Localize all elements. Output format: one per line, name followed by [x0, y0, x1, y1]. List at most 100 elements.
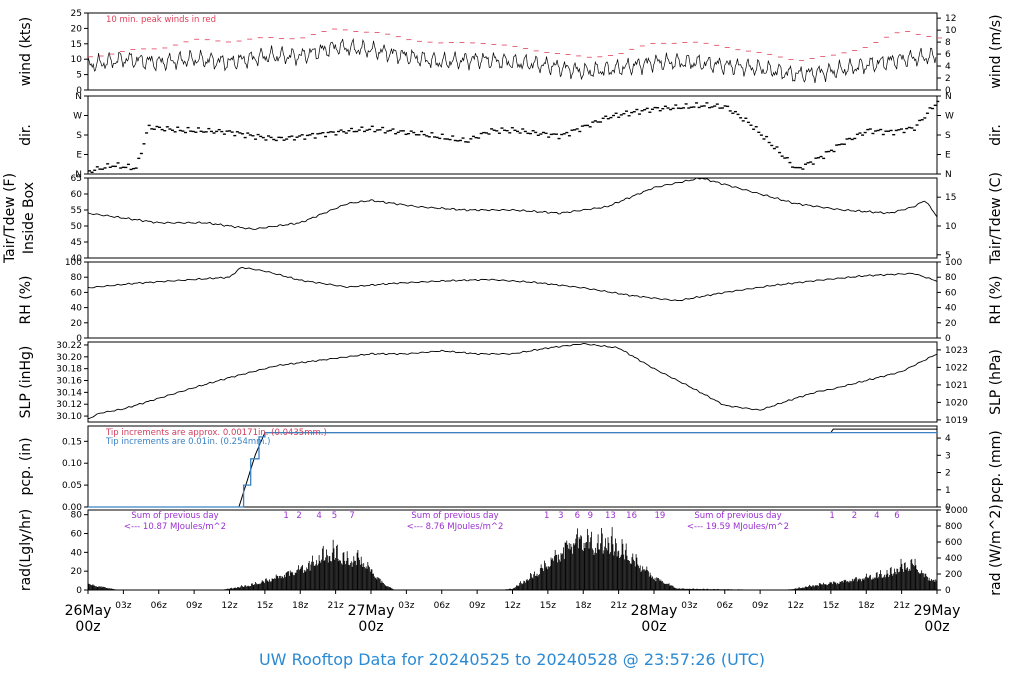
x-tick-label: 03z	[681, 601, 697, 611]
y-tick-label-left: 0	[76, 86, 82, 96]
x-tick-label: 18z	[575, 601, 591, 611]
y-tick-label-left: 60	[71, 190, 83, 200]
series-wind-mean	[87, 38, 937, 84]
y-tick-label-right: 1000	[945, 506, 968, 516]
y-tick-label-right: 15	[945, 193, 956, 203]
y-tick-label-right: 1021	[945, 381, 968, 391]
x-tick-label: 21z	[611, 601, 627, 611]
y-tick-label-right: 0	[945, 86, 951, 96]
date-tick-hour: 00z	[924, 619, 949, 635]
annotation-hour-mark: 16	[626, 511, 637, 521]
y-tick-label-right: 10	[945, 26, 957, 36]
y-tick-label-right: 5	[945, 251, 951, 261]
y-axis-label-left: pcp. (in)	[18, 437, 34, 495]
y-tick-label-right: 800	[945, 522, 962, 532]
y-tick-label-left: 55	[71, 206, 82, 216]
y-tick-label-left: 80	[71, 273, 83, 283]
y-axis-label-left: wind (kts)	[18, 17, 34, 86]
panel-frame	[87, 177, 938, 259]
annotation-hour-mark: 6	[575, 511, 580, 521]
x-tick-label: 15z	[257, 601, 273, 611]
y-tick-label-right: 60	[945, 288, 957, 298]
x-tick-label: 06z	[717, 601, 733, 611]
x-tick-label: 06z	[151, 601, 167, 611]
y-axis-label-right: SLP (hPa)	[988, 349, 1004, 415]
date-tick-day: 28May	[631, 603, 678, 619]
y-tick-label-right: 1020	[945, 398, 968, 408]
y-tick-label-right: 2	[945, 74, 951, 84]
date-tick-day: 27May	[348, 603, 395, 619]
annotation-hour-mark: 4	[316, 511, 321, 521]
x-tick-label: 06z	[434, 601, 450, 611]
y-tick-label-right: 2	[945, 469, 951, 479]
y-tick-label-left: 50	[71, 222, 83, 232]
y-tick-label-left: 0.05	[62, 481, 82, 491]
y-tick-label-right: 8	[945, 38, 951, 48]
y-tick-label-right: S	[945, 131, 951, 141]
y-axis-label-left: Tair/Tdew (F)	[2, 173, 18, 264]
annotation-hour-mark: 1	[544, 511, 549, 521]
y-tick-label-left: 10	[71, 55, 83, 65]
y-axis-label-right: rad (W/m^2)	[988, 504, 1004, 595]
footer-title: UW Rooftop Data for 20240525 to 20240528…	[259, 650, 765, 669]
y-axis-label-right: dir.	[988, 124, 1004, 146]
annotation-tip-fine: Tip increments are approx. 0.00171in. (0…	[105, 428, 327, 438]
y-tick-label-left: 30.12	[56, 400, 82, 410]
y-tick-label-right: 20	[945, 319, 957, 329]
annotation-hour-mark: 9	[588, 511, 593, 521]
x-tick-label: 12z	[221, 601, 237, 611]
y-tick-label-left: 60	[71, 288, 83, 298]
y-axis-label-left-2: Inside Box	[21, 182, 37, 254]
panel-rh: 0 20 40 60 80 100 0 20 40 60 80 100 RH (%) RH (%)	[18, 258, 1004, 344]
y-tick-label-right: W	[945, 112, 954, 122]
annotation-tip-gauge: Tip increments are 0.01in. (0.254mm.)	[105, 437, 270, 447]
annotation-daily-sum-value: <--- 10.87 MJoules/m^2	[124, 522, 226, 532]
x-tick-label: 15z	[540, 601, 556, 611]
series-pcp-tip	[88, 431, 937, 508]
date-tick-hour: 00z	[641, 619, 666, 635]
y-tick-label-right: E	[945, 151, 951, 161]
y-axis-label-left: SLP (inHg)	[18, 346, 34, 419]
annotation-hour-mark: 4	[874, 511, 879, 521]
x-tick-label: 18z	[292, 601, 308, 611]
panel-pcp: 0.00 0.05 0.10 0.15 0 1 2 3 4 pcp. (in) pcp. (mm) T…	[18, 425, 1004, 513]
y-tick-label-right: 0	[945, 586, 951, 596]
date-tick-hour: 00z	[75, 619, 100, 635]
date-tick-day: 26May	[65, 603, 112, 619]
x-tick-label: 15z	[823, 601, 839, 611]
y-tick-label-left: 40	[71, 254, 83, 264]
y-tick-label-right: 6	[945, 50, 951, 60]
date-tick-day: 29May	[914, 603, 961, 619]
y-tick-label-right: 12	[945, 14, 956, 24]
y-tick-label-left: 30.18	[56, 365, 82, 375]
y-tick-label-right: 10	[945, 222, 957, 232]
y-tick-label-left: 100	[65, 258, 82, 268]
panel-frame	[87, 12, 938, 91]
x-tick-label: 09z	[752, 601, 768, 611]
annotation-daily-sum-title: Sum of previous day	[411, 511, 498, 521]
panel-frame	[87, 261, 938, 339]
y-tick-label-left: 30.22	[56, 341, 82, 351]
panel-frame	[87, 341, 938, 423]
y-axis-label-right: wind (m/s)	[988, 14, 1004, 88]
y-tick-label-left: 30.20	[56, 353, 82, 363]
y-tick-label-right: 1023	[945, 346, 968, 356]
y-tick-label-right: N	[945, 170, 952, 180]
annotation-hour-mark: 1	[829, 511, 834, 521]
annotation-hour-mark: 19	[654, 511, 665, 521]
y-tick-label-right: 200	[945, 570, 962, 580]
y-tick-label-right: 80	[945, 273, 957, 283]
y-tick-label-right: 1022	[945, 363, 968, 373]
panel-frame	[87, 425, 938, 508]
y-tick-label-left: 20	[71, 319, 83, 329]
y-tick-label-right: 100	[945, 258, 962, 268]
y-axis-label-right: pcp. (mm)	[988, 430, 1004, 503]
y-tick-label-right: 600	[945, 538, 962, 548]
x-tick-label: 03z	[398, 601, 414, 611]
x-axis: 03z 06z 09z 12z 15z 18z 21z 03z 06z 09z 12z 15z 18z 2…	[65, 590, 961, 635]
y-tick-label-left: 30.10	[56, 412, 82, 422]
y-tick-label-left: 40	[71, 548, 83, 558]
